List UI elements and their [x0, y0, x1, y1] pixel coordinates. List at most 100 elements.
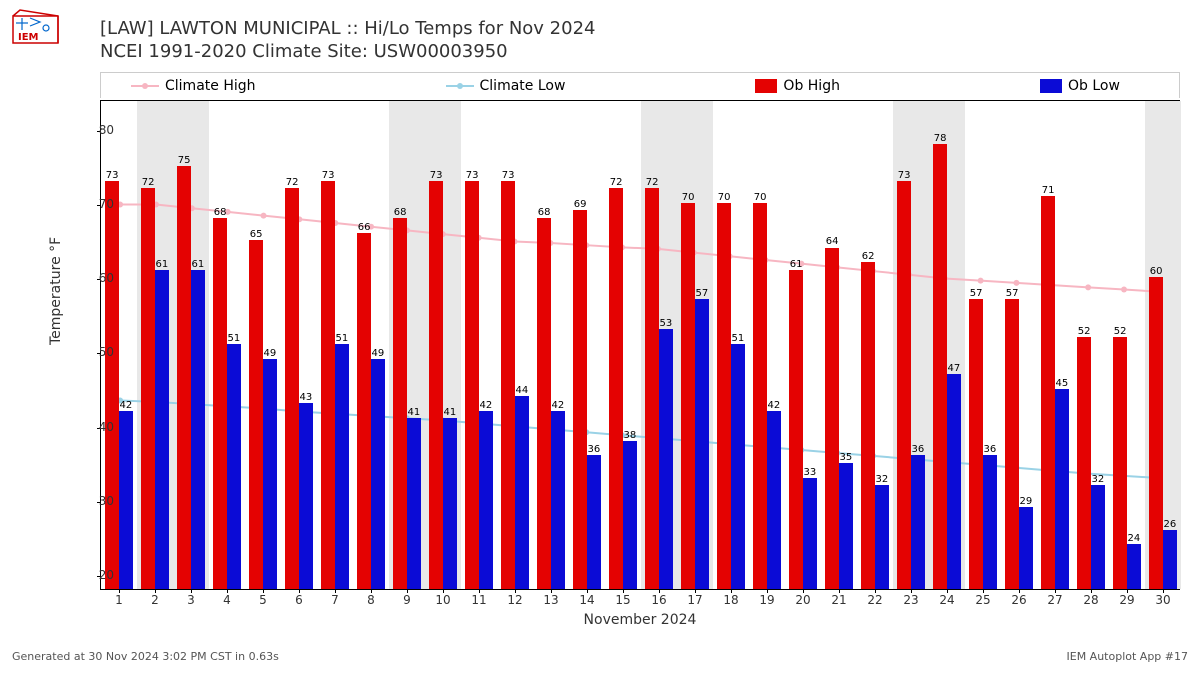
bar-label-low: 61: [191, 259, 204, 270]
bar-ob-low: [479, 411, 493, 589]
bar-label-low: 36: [983, 444, 996, 455]
bar-ob-high: [321, 181, 335, 589]
legend-line-icon: [131, 85, 159, 87]
bar-ob-high: [429, 181, 443, 589]
bar-label-low: 35: [839, 452, 852, 463]
x-tick-label: 19: [759, 593, 774, 607]
x-tick-label: 18: [723, 593, 738, 607]
bar-label-low: 51: [335, 333, 348, 344]
legend-climate-low: Climate Low: [446, 78, 566, 94]
x-tick-label: 20: [795, 593, 810, 607]
bar-label-low: 36: [587, 444, 600, 455]
bar-label-low: 57: [695, 288, 708, 299]
bar-ob-low: [659, 329, 673, 589]
x-tick-label: 1: [115, 593, 123, 607]
bar-label-high: 72: [142, 177, 155, 188]
footer-app: IEM Autoplot App #17: [1067, 650, 1189, 663]
bar-label-high: 71: [1042, 185, 1055, 196]
y-tick-label: 50: [99, 345, 114, 359]
bar-ob-low: [551, 411, 565, 589]
x-tick-label: 16: [651, 593, 666, 607]
bar-label-low: 45: [1055, 378, 1068, 389]
x-tick-label: 14: [579, 593, 594, 607]
y-tick-label: 20: [99, 568, 114, 582]
bar-label-low: 41: [443, 407, 456, 418]
bar-ob-high: [717, 203, 731, 589]
bar-ob-high: [393, 218, 407, 589]
bar-label-high: 57: [1006, 288, 1019, 299]
legend-label: Ob Low: [1068, 78, 1120, 94]
chart-title: [LAW] LAWTON MUNICIPAL :: Hi/Lo Temps fo…: [100, 18, 595, 62]
bar-ob-low: [299, 403, 313, 589]
x-tick-label: 2: [151, 593, 159, 607]
x-tick-label: 6: [295, 593, 303, 607]
legend-label: Climate High: [165, 78, 256, 94]
bar-label-low: 32: [1091, 474, 1104, 485]
legend-climate-high: Climate High: [131, 78, 256, 94]
bar-ob-low: [1055, 389, 1069, 589]
bar-ob-high: [933, 144, 947, 589]
bar-label-high: 73: [322, 170, 335, 181]
bar-label-low: 24: [1127, 533, 1140, 544]
climate-high-line-marker: [1085, 284, 1091, 290]
x-tick-label: 24: [939, 593, 954, 607]
bar-ob-low: [1127, 544, 1141, 589]
legend-label: Climate Low: [480, 78, 566, 94]
bar-label-low: 26: [1163, 519, 1176, 530]
bar-label-low: 38: [623, 430, 636, 441]
bar-ob-low: [983, 455, 997, 589]
bar-ob-low: [731, 344, 745, 589]
bar-label-low: 33: [803, 467, 816, 478]
bar-ob-low: [803, 478, 817, 589]
bar-ob-high: [861, 262, 875, 589]
x-tick-label: 26: [1011, 593, 1026, 607]
bar-ob-high: [285, 188, 299, 589]
x-tick-label: 22: [867, 593, 882, 607]
bar-ob-low: [839, 463, 853, 589]
bar-label-high: 73: [466, 170, 479, 181]
bar-label-high: 65: [250, 229, 263, 240]
bar-ob-low: [623, 441, 637, 589]
x-axis-label: November 2024: [100, 612, 1180, 628]
bar-label-low: 49: [263, 348, 276, 359]
bar-ob-high: [789, 270, 803, 589]
bar-label-low: 29: [1019, 496, 1032, 507]
bar-ob-high: [1041, 196, 1055, 589]
title-line-2: NCEI 1991-2020 Climate Site: USW00003950: [100, 41, 595, 62]
x-tick-label: 8: [367, 593, 375, 607]
bar-label-low: 42: [479, 400, 492, 411]
bar-ob-high: [177, 166, 191, 589]
bar-label-low: 61: [155, 259, 168, 270]
bar-ob-high: [969, 299, 983, 589]
bar-label-high: 72: [286, 177, 299, 188]
bar-ob-low: [371, 359, 385, 589]
bar-ob-low: [515, 396, 529, 589]
y-tick-label: 60: [99, 271, 114, 285]
bar-label-high: 72: [610, 177, 623, 188]
bar-ob-low: [911, 455, 925, 589]
bar-label-high: 73: [106, 170, 119, 181]
bar-label-high: 68: [214, 207, 227, 218]
bar-ob-high: [897, 181, 911, 589]
bar-label-high: 66: [358, 222, 371, 233]
bar-label-high: 62: [862, 251, 875, 262]
climate-high-line-marker: [1013, 280, 1019, 286]
bar-ob-low: [1091, 485, 1105, 589]
y-axis-label: Temperature °F: [48, 237, 64, 345]
bar-ob-high: [1005, 299, 1019, 589]
bar-label-high: 78: [934, 133, 947, 144]
bar-label-low: 51: [227, 333, 240, 344]
legend-rect-icon: [755, 79, 777, 93]
climate-high-line-marker: [978, 278, 984, 284]
bar-ob-low: [1019, 507, 1033, 589]
bar-ob-low: [191, 270, 205, 589]
climate-high-line-marker: [1121, 287, 1127, 293]
bar-label-low: 42: [551, 400, 564, 411]
x-tick-label: 27: [1047, 593, 1062, 607]
bar-label-low: 49: [371, 348, 384, 359]
bar-ob-low: [767, 411, 781, 589]
bar-ob-high: [213, 218, 227, 589]
bar-label-high: 73: [898, 170, 911, 181]
climate-high-line-marker: [261, 213, 267, 219]
bar-label-high: 70: [682, 192, 695, 203]
